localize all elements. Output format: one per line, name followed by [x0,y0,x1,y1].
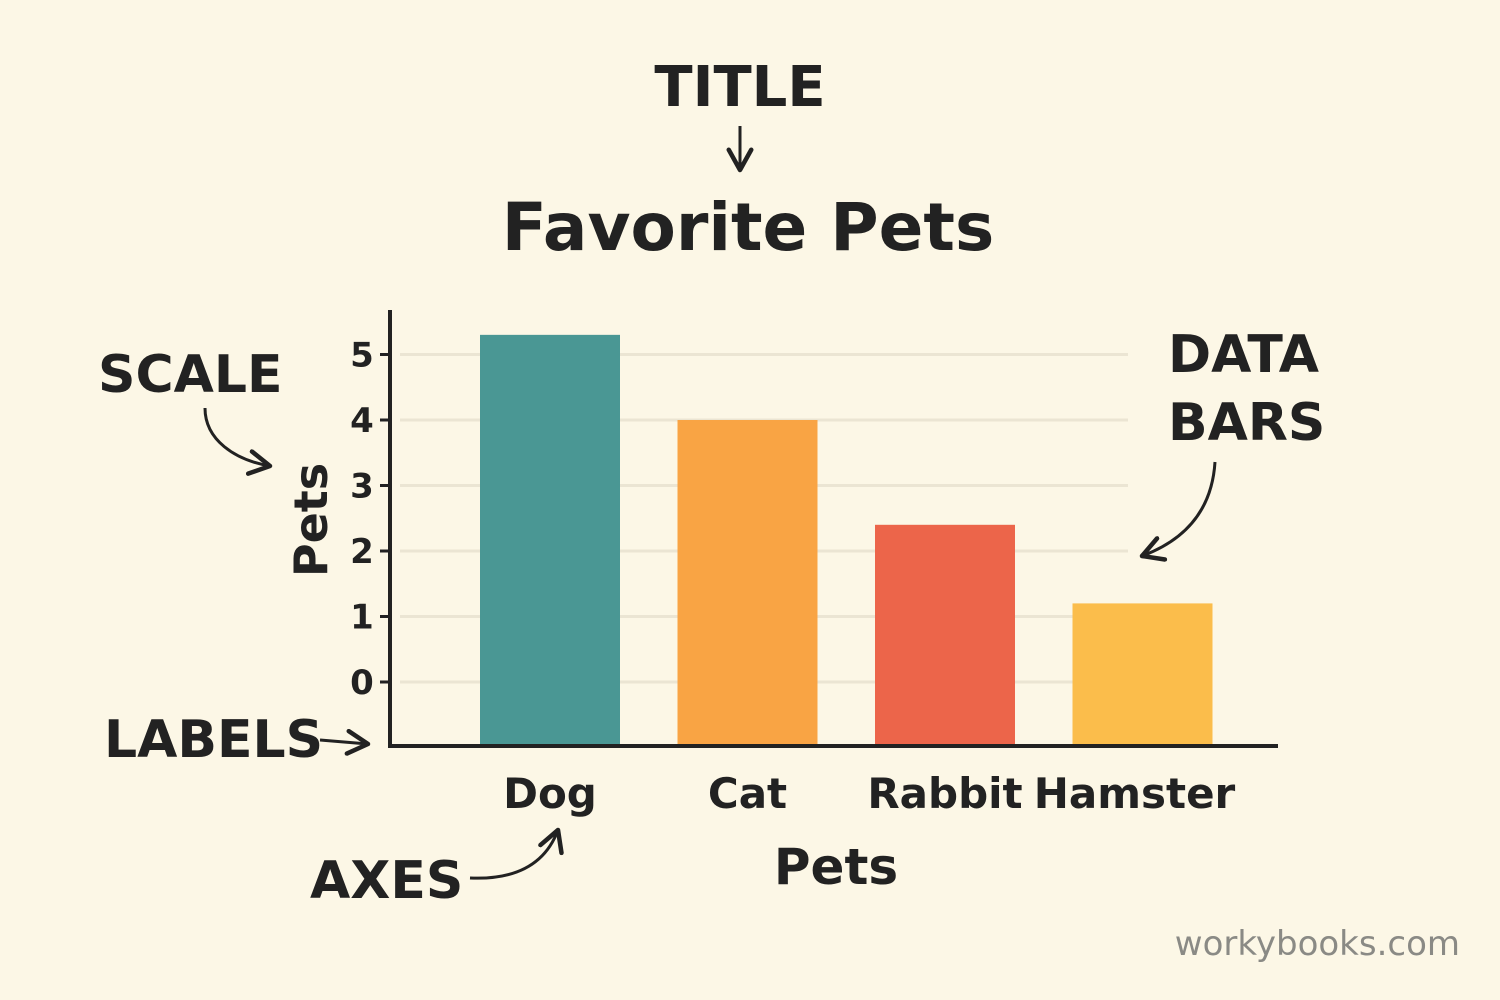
data-bars [480,334,1213,745]
chart-title: Favorite Pets [502,189,995,266]
x-axis-label: Pets [774,838,898,896]
y-tick-label: 1 [350,598,374,638]
y-tick-label: 4 [350,401,374,441]
labels-annotation: LABELS [104,710,323,770]
x-category-label: Hamster [1034,769,1236,818]
x-axis-categories: Dog Cat Rabbit Hamster [503,769,1235,818]
data-bars-annotation-line2: BARS [1168,393,1325,453]
y-tick-label: 2 [350,532,374,572]
y-axis-label: Pets [284,463,338,577]
axes-arrow-icon [469,827,564,880]
x-category-label: Cat [708,769,787,818]
data-bars-annotation-line1: DATA [1168,325,1319,385]
bar-dog [480,334,620,745]
y-axis-ticks: 0 1 2 3 4 5 [350,336,392,703]
data-bars-arrow-icon [1139,461,1217,562]
y-tick-label: 3 [350,467,374,507]
y-tick-label: 0 [350,663,374,703]
bar-rabbit [875,524,1015,745]
bar-hamster [1072,603,1213,745]
bar-cat [677,420,818,745]
scale-annotation: SCALE [98,345,283,405]
title-annotation: TITLE [654,55,825,120]
x-category-label: Dog [503,769,597,818]
labels-arrow-icon [319,728,371,756]
scale-arrow-icon [203,407,273,476]
y-tick-label: 5 [350,336,374,376]
x-category-label: Rabbit [867,769,1022,818]
watermark: workybooks.com [1175,924,1460,964]
axes-annotation: AXES [310,851,463,911]
